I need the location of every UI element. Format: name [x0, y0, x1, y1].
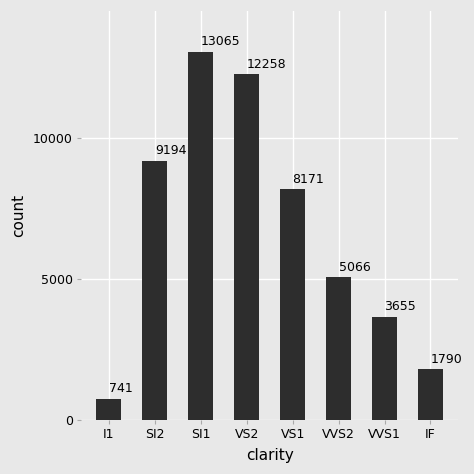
Bar [280, 190, 305, 419]
Text: 741: 741 [109, 383, 133, 395]
Text: 9194: 9194 [155, 144, 186, 157]
Bar [326, 277, 351, 419]
Text: 13065: 13065 [201, 35, 240, 48]
Text: 8171: 8171 [292, 173, 324, 186]
Text: 1790: 1790 [430, 353, 462, 366]
Bar [142, 161, 167, 419]
Y-axis label: count: count [11, 194, 26, 237]
Bar [188, 52, 213, 419]
Bar [418, 369, 443, 419]
Text: 12258: 12258 [246, 58, 286, 71]
X-axis label: clarity: clarity [246, 448, 293, 463]
Text: 5066: 5066 [338, 261, 370, 273]
Text: 3655: 3655 [384, 300, 416, 313]
Bar [96, 399, 121, 419]
Bar [234, 74, 259, 419]
Bar [372, 317, 397, 419]
